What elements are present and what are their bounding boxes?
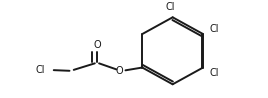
Text: Cl: Cl	[35, 65, 45, 75]
Text: Cl: Cl	[210, 68, 219, 78]
Text: Cl: Cl	[210, 24, 219, 34]
Text: O: O	[93, 40, 101, 50]
Text: O: O	[116, 66, 124, 76]
Text: Cl: Cl	[165, 2, 175, 12]
